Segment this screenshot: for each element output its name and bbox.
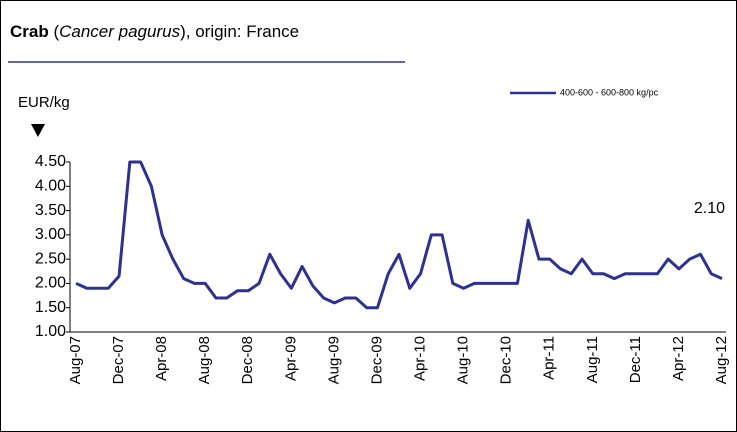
y-tick-label: 2.00 (35, 275, 66, 292)
y-tick-label: 2.50 (35, 250, 66, 267)
x-tick-label: Dec-09 (368, 336, 385, 384)
x-tick-label: Apr-11 (541, 336, 558, 380)
chart-title: Crab (Cancer pagurus), origin: France (10, 22, 299, 41)
title-part: ( (49, 22, 60, 41)
arrow-icon (31, 124, 45, 137)
y-tick-label: 1.00 (35, 323, 66, 340)
x-tick-label: Apr-09 (282, 336, 299, 381)
x-tick-label: Dec-10 (498, 336, 515, 384)
title-part: origin: France (195, 22, 299, 41)
title-part: Cancer pagurus (59, 22, 180, 41)
x-tick-label: Aug-07 (67, 336, 84, 384)
x-tick-label: Apr-08 (153, 336, 170, 381)
legend-label: 400-600 - 600-800 kg/pc (560, 87, 659, 97)
y-tick-label: 3.00 (35, 226, 66, 243)
data-label: 2.10 (694, 200, 725, 217)
y-tick-label: 4.00 (35, 178, 66, 195)
x-tick-label: Aug-12 (713, 336, 730, 384)
y-tick-label: 3.50 (35, 202, 66, 219)
x-tick-label: Dec-11 (627, 336, 644, 383)
x-tick-label: Dec-08 (239, 336, 256, 384)
title-part: Crab (10, 22, 49, 41)
x-tick-label: Apr-12 (670, 336, 687, 381)
x-tick-label: Aug-08 (196, 336, 213, 384)
x-tick-label: Aug-10 (455, 336, 472, 384)
x-tick-label: Aug-11 (584, 336, 601, 383)
y-axis-label: EUR/kg (18, 94, 70, 111)
x-tick-label: Dec-07 (110, 336, 127, 384)
title-part: ), (180, 22, 195, 41)
x-tick-label: Apr-10 (412, 336, 429, 381)
line-series (75, 160, 723, 310)
x-tick-label: Aug-09 (325, 336, 342, 384)
y-tick-label: 4.50 (35, 153, 66, 170)
y-tick-label: 1.50 (35, 299, 66, 316)
